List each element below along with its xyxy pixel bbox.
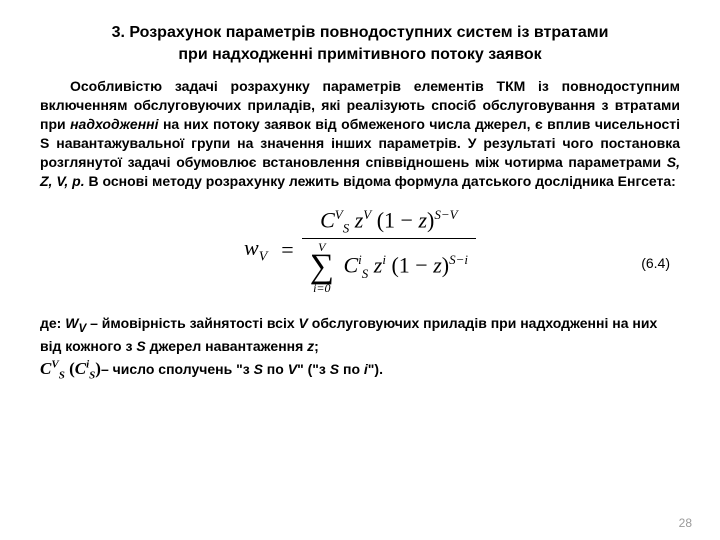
where2-seg-5: "). [368,361,383,377]
where-v: V [299,315,308,331]
den-paren-sup: S−i [449,252,468,267]
para-seg-3: В основі методу розрахунку лежить відома… [85,173,676,189]
section-title: 3. Розрахунок параметрів повнодоступних … [40,22,680,65]
where2-seg-2: по [263,361,288,377]
where-seg-1: де: [40,315,65,331]
sigma-symbol: ∑ [310,253,334,282]
comb1-base: C [40,359,51,378]
where2-seg-1: – число сполучень "з [101,361,254,377]
eq-fraction: CVS zV (1 − z)S−V V ∑ i=0 CiS zi (1 − z)… [302,205,476,297]
eq-sigma: V ∑ i=0 [310,241,334,294]
num-c-sub: S [343,220,350,235]
title-line-1: 3. Розрахунок параметрів повнодоступних … [112,24,609,41]
num-z: z [355,207,364,232]
where-block: де: WV – ймовірність зайнятості всіх V о… [40,314,680,384]
where-seg-2: – ймовірність зайнятості всіх [86,315,298,331]
where2-v: V [288,361,297,377]
comb2-base: C [75,359,86,378]
where2-seg-3: " ("з [297,361,330,377]
where2-s1: S [254,361,263,377]
intro-paragraph: Особливістю задачі розрахунку параметрів… [40,77,680,190]
eq-lhs-sub: V [259,250,268,265]
den-paren-1: 1 [399,253,410,278]
page-number: 28 [679,516,692,530]
den-paren-z: z [433,253,442,278]
para-em-1: надходженні [70,116,158,132]
eq-denominator: V ∑ i=0 CiS zi (1 − z)S−i [302,239,476,296]
num-paren-z: z [418,207,427,232]
num-c: C [320,207,335,232]
num-paren-sup: S−V [434,207,457,222]
comb-open: ( [65,359,75,378]
where-seg-5: ; [314,338,319,354]
eq-numerator: CVS zV (1 − z)S−V [302,205,476,240]
comb-expr: CVS (CiS) [40,357,101,384]
where-seg-4: джерел навантаження [146,338,307,354]
eq-lhs-base: w [244,235,259,260]
eq-lhs: wV [244,235,267,265]
comb1-sup: V [51,358,58,370]
where2-s2: S [330,361,339,377]
equation-row: wV = CVS zV (1 − z)S−V V ∑ i=0 CiS zi (1… [40,205,680,297]
where2-seg-4: по [339,361,364,377]
num-c-sup: V [335,207,343,222]
den-c-sub: S [362,266,369,281]
equation-number: (6.4) [641,255,670,271]
num-paren-1: 1 [384,207,395,232]
sigma-bot: i=0 [310,282,334,294]
eq-equals: = [281,237,293,263]
where-wv-base: W [65,315,78,331]
page: 3. Розрахунок параметрів повнодоступних … [0,0,720,540]
den-c: C [343,253,358,278]
title-line-2: при надходженні примітивного потоку заяв… [178,46,541,63]
den-z-sup: i [382,252,386,267]
num-z-sup: V [363,207,371,222]
where-s: S [136,338,145,354]
